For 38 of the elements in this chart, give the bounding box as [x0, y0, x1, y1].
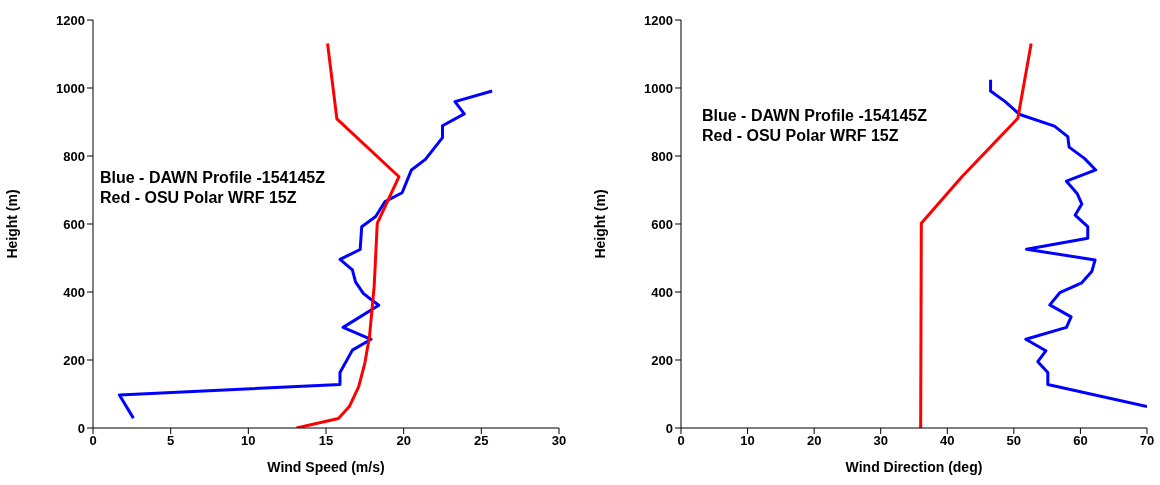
x-tick-label: 0 [89, 433, 97, 449]
y-axis-title: Height (m) [3, 189, 20, 259]
x-tick-label: 10 [241, 433, 256, 449]
x-tick-label: 60 [1073, 433, 1088, 449]
y-tick-label: 200 [651, 352, 673, 368]
y-tick-label: 200 [63, 352, 85, 368]
annotation: Red - OSU Polar WRF 15Z [702, 126, 900, 146]
x-tick-label: 0 [677, 433, 685, 449]
y-tick-label: 1200 [644, 12, 673, 28]
x-axis-title: Wind Direction (deg) [845, 459, 983, 475]
y-tick-label: 0 [665, 420, 673, 436]
y-axis-title: Height (m) [591, 189, 608, 259]
x-tick-label: 30 [551, 433, 567, 449]
annotation: Blue - DAWN Profile -154145Z [702, 106, 927, 126]
annotation: Red - OSU Polar WRF 15Z [100, 188, 298, 208]
y-tick-label: 800 [651, 148, 673, 164]
y-tick-label: 1200 [56, 12, 85, 28]
x-tick-label: 30 [873, 433, 888, 449]
line-series [989, 78, 1147, 409]
y-tick-label: 0 [77, 420, 85, 436]
y-tick-label: 1000 [644, 80, 673, 96]
y-tick-label: 400 [651, 284, 673, 300]
x-tick-label: 15 [318, 433, 334, 449]
y-tick-label: 400 [63, 284, 85, 300]
y-tick-label: 800 [63, 148, 85, 164]
x-tick-label: 5 [167, 433, 175, 449]
x-tick-label: 50 [1006, 433, 1022, 449]
annotation: Blue - DAWN Profile -154145Z [100, 168, 325, 188]
x-tick-label: 10 [740, 433, 755, 449]
y-tick-label: 1000 [56, 80, 85, 96]
y-tick-label: 600 [63, 216, 85, 232]
x-tick-label: 20 [806, 433, 822, 449]
x-tick-label: 25 [474, 433, 489, 449]
x-axis-title: Wind Speed (m/s) [267, 459, 385, 475]
y-tick-label: 600 [651, 216, 673, 232]
x-tick-label: 20 [396, 433, 411, 449]
x-tick-label: 40 [940, 433, 955, 449]
x-tick-label: 70 [1139, 433, 1155, 449]
